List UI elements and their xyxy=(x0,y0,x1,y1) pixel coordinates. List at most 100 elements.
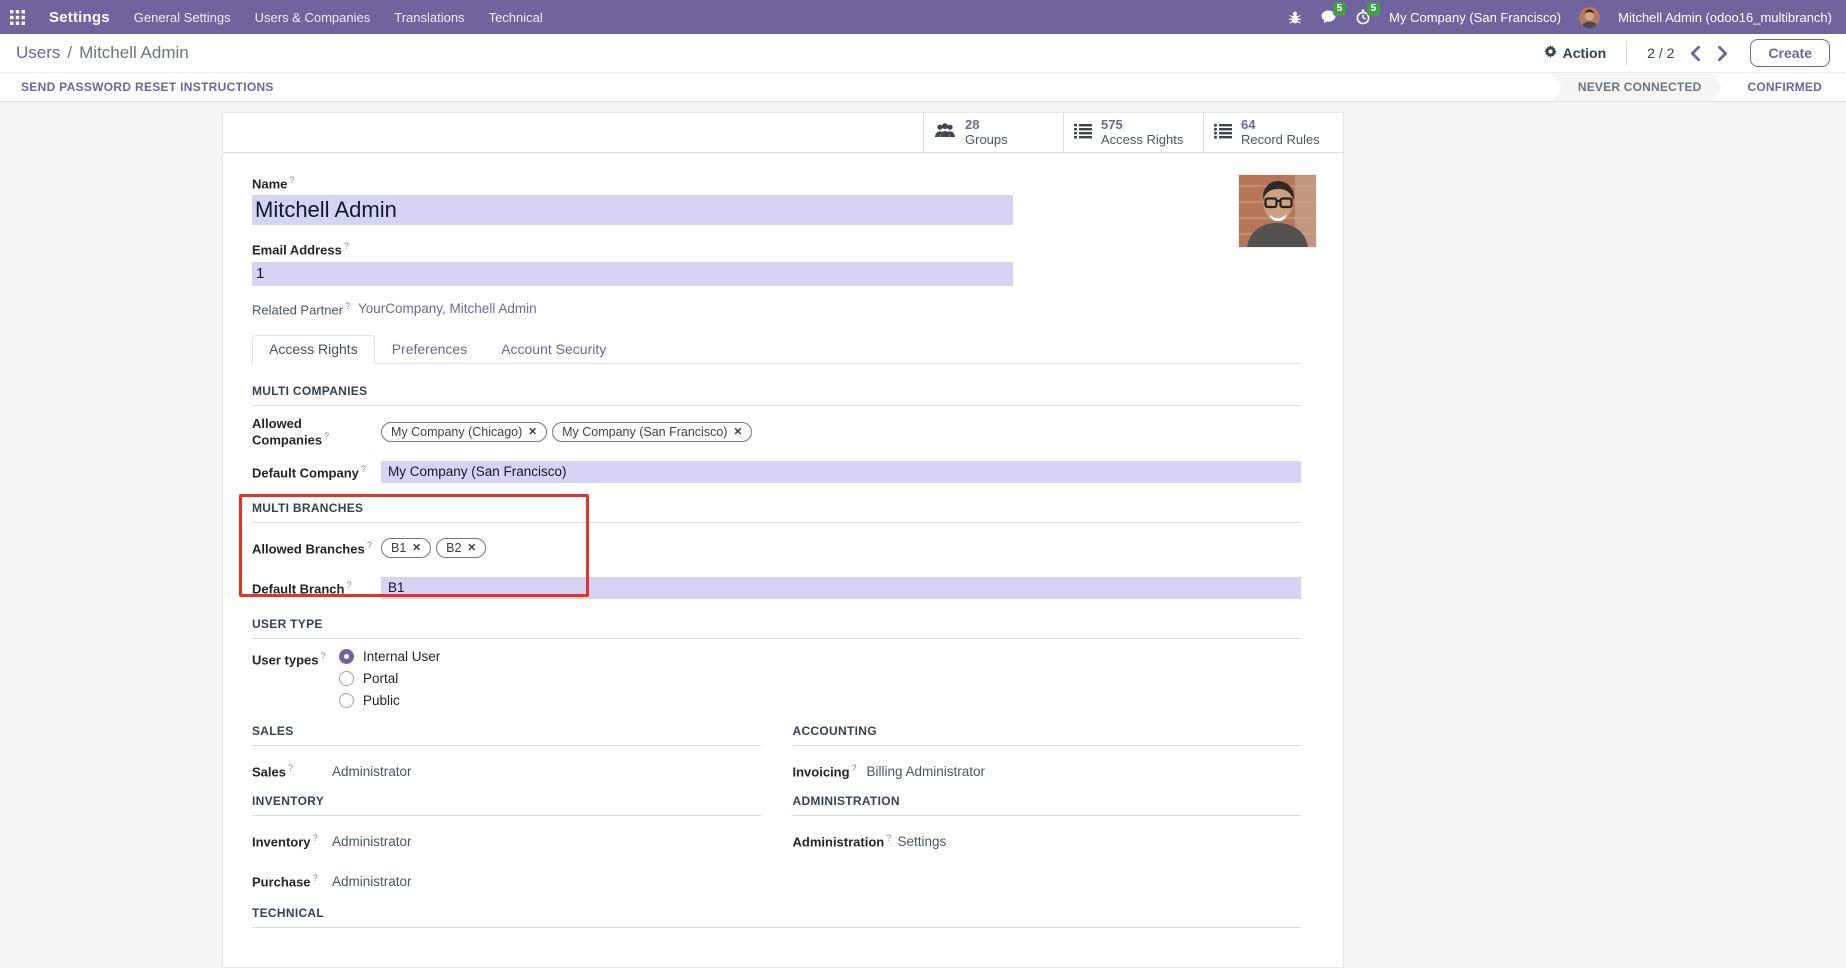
app-name[interactable]: Settings xyxy=(49,8,110,26)
list-icon xyxy=(1074,123,1092,142)
default-company-row: Default Company? My Company (San Francis… xyxy=(252,457,1301,487)
related-partner-row: Related Partner? YourCompany, Mitchell A… xyxy=(252,301,1301,317)
breadcrumb-users-link[interactable]: Users xyxy=(16,43,61,62)
status-steps: NEVER CONNECTED CONFIRMED xyxy=(1552,73,1846,101)
help-mark: ? xyxy=(366,540,372,551)
stat-button-record-rules[interactable]: 64 Record Rules xyxy=(1203,113,1343,152)
tab-access-rights[interactable]: Access Rights xyxy=(252,334,375,364)
inventory-select[interactable]: Administrator xyxy=(332,833,412,849)
sales-label: Sales? xyxy=(252,763,293,780)
user-menu[interactable]: Mitchell Admin (odoo16_multibranch) xyxy=(1618,9,1832,25)
status-step-never-connected[interactable]: NEVER CONNECTED xyxy=(1552,73,1722,101)
radio-portal[interactable]: Portal xyxy=(339,671,440,687)
stat-button-access-rights[interactable]: 575 Access Rights xyxy=(1063,113,1203,152)
administration-select[interactable]: Settings xyxy=(897,833,947,849)
nav-item-translations[interactable]: Translations xyxy=(394,9,465,25)
radio-internal-user[interactable]: Internal User xyxy=(339,649,440,665)
radio-label: Portal xyxy=(363,671,399,687)
default-company-input[interactable]: My Company (San Francisco) xyxy=(381,461,1301,484)
related-partner-link[interactable]: YourCompany, Mitchell Admin xyxy=(358,301,537,317)
sales-row: Sales? Administrator xyxy=(252,756,761,786)
purchase-select[interactable]: Administrator xyxy=(332,873,412,889)
invoicing-label: Invoicing? xyxy=(792,763,857,780)
create-button[interactable]: Create xyxy=(1750,39,1830,67)
invoicing-row: Invoicing? Billing Administrator xyxy=(793,756,1302,786)
list-dots-icon xyxy=(1214,123,1232,142)
name-input[interactable]: Mitchell Admin xyxy=(252,195,1013,226)
tab-preferences[interactable]: Preferences xyxy=(391,340,468,357)
breadcrumb-separator: / xyxy=(67,43,73,62)
remove-tag-icon[interactable]: ✕ xyxy=(412,542,422,555)
top-navbar: Settings General Settings Users & Compan… xyxy=(0,0,1846,34)
control-panel: Users / Mitchell Admin Action 2 / 2 Crea… xyxy=(0,34,1846,72)
radio-button-icon xyxy=(339,671,354,687)
allowed-companies-label: Allowed Companies? xyxy=(252,415,330,448)
stat-label-record-rules: Record Rules xyxy=(1241,131,1320,147)
company-switcher[interactable]: My Company (San Francisco) xyxy=(1389,9,1562,25)
action-menu-button[interactable]: Action xyxy=(1543,45,1606,61)
default-branch-input[interactable]: B1 xyxy=(381,577,1301,600)
messages-badge: 5 xyxy=(1332,2,1347,16)
nav-item-general-settings[interactable]: General Settings xyxy=(133,9,231,25)
branch-tag: B2 ✕ xyxy=(436,538,487,559)
user-types-label: User types? xyxy=(252,651,326,668)
branch-tag: B1 ✕ xyxy=(381,538,432,559)
section-title-technical: TECHNICAL xyxy=(252,906,1301,929)
administration-label: Administration? xyxy=(792,833,892,850)
radio-label: Public xyxy=(363,693,400,709)
empty-cell xyxy=(793,856,1302,896)
stat-value-access-rights: 575 xyxy=(1101,116,1123,132)
remove-tag-icon[interactable]: ✕ xyxy=(733,425,743,438)
company-tag: My Company (San Francisco) ✕ xyxy=(552,421,753,442)
debug-bug-icon[interactable] xyxy=(1288,10,1302,25)
statusbar: SEND PASSWORD RESET INSTRUCTIONS NEVER C… xyxy=(0,72,1846,102)
help-mark: ? xyxy=(289,175,295,185)
sales-select[interactable]: Administrator xyxy=(332,763,412,779)
control-panel-right: Action 2 / 2 Create xyxy=(1543,39,1830,67)
apps-grid-icon[interactable] xyxy=(10,9,25,25)
section-title-inventory: INVENTORY xyxy=(252,794,761,817)
user-avatar-small[interactable] xyxy=(1579,6,1601,28)
avatar-image xyxy=(1239,175,1316,247)
stat-label-access-rights: Access Rights xyxy=(1101,131,1184,147)
pager-value[interactable]: 2 / 2 xyxy=(1647,45,1675,61)
pager: 2 / 2 xyxy=(1647,45,1728,61)
activities-clock-icon[interactable]: 5 xyxy=(1355,2,1381,25)
remove-tag-icon[interactable]: ✕ xyxy=(467,542,477,555)
radio-public[interactable]: Public xyxy=(339,693,440,709)
messages-icon[interactable]: 5 xyxy=(1320,2,1347,25)
stat-value-groups: 28 xyxy=(965,116,980,132)
allowed-branches-tags[interactable]: B1 ✕ B2 ✕ xyxy=(381,538,487,559)
stat-text: 28 Groups xyxy=(965,116,1008,148)
tab-account-security[interactable]: Account Security xyxy=(501,340,607,357)
sheet-body: Name? Mitchell Admin Email Address? 1 Re… xyxy=(223,153,1343,929)
section-title-user-type: USER TYPE xyxy=(252,617,1301,640)
send-password-reset-button[interactable]: SEND PASSWORD RESET INSTRUCTIONS xyxy=(0,73,295,101)
users-group-icon xyxy=(934,123,956,142)
allowed-companies-tags[interactable]: My Company (Chicago) ✕ My Company (San F… xyxy=(381,421,753,442)
inventory-row: Inventory? Administrator xyxy=(252,826,761,856)
navbar-right: 5 5 My Company (San Francisco) Mitchell … xyxy=(1288,2,1832,28)
pager-previous-button[interactable] xyxy=(1690,45,1701,61)
section-title-accounting: ACCOUNTING xyxy=(792,724,1301,747)
tag-label: B1 xyxy=(391,541,407,556)
radio-button-icon xyxy=(339,693,354,709)
invoicing-select[interactable]: Billing Administrator xyxy=(866,763,986,779)
user-photo[interactable] xyxy=(1239,175,1316,247)
tag-label: My Company (San Francisco) xyxy=(562,424,728,439)
status-step-confirmed[interactable]: CONFIRMED xyxy=(1721,73,1846,101)
email-input[interactable]: 1 xyxy=(252,261,1013,286)
stat-button-groups[interactable]: 28 Groups xyxy=(923,113,1063,152)
allowed-companies-row: Allowed Companies? My Company (Chicago) … xyxy=(252,416,1301,447)
help-mark: ? xyxy=(851,763,857,774)
purchase-row: Purchase? Administrator xyxy=(252,866,761,896)
help-mark: ? xyxy=(320,651,326,662)
radio-button-icon xyxy=(339,649,354,665)
default-company-label: Default Company? xyxy=(252,464,366,481)
remove-tag-icon[interactable]: ✕ xyxy=(528,425,538,438)
pager-next-button[interactable] xyxy=(1717,45,1728,61)
email-label: Email Address? xyxy=(252,241,349,258)
allowed-branches-row: Allowed Branches? B1 ✕ B2 ✕ xyxy=(252,533,1301,563)
nav-item-users-companies[interactable]: Users & Companies xyxy=(254,9,371,25)
nav-item-technical[interactable]: Technical xyxy=(488,9,543,25)
